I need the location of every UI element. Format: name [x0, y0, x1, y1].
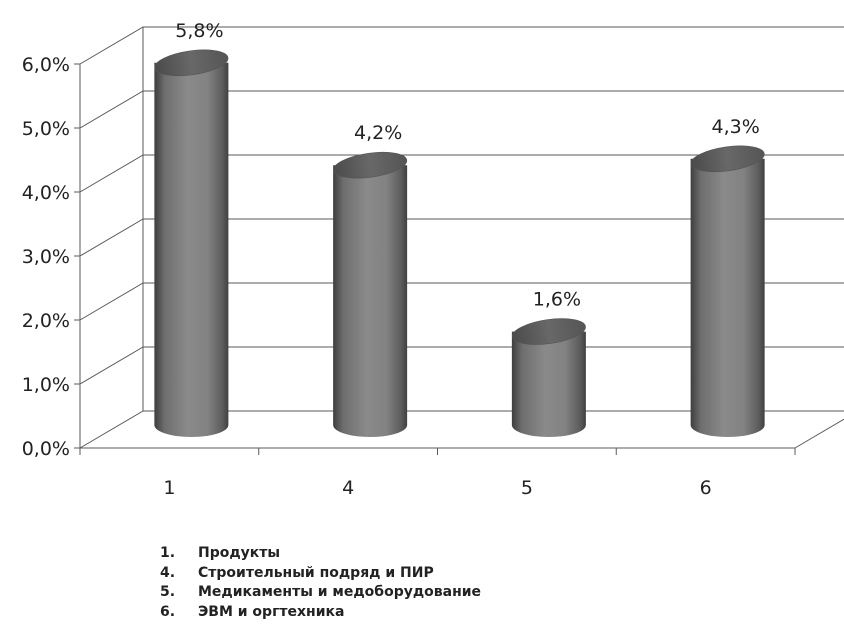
bar	[690, 145, 765, 438]
legend-item-number: 6.	[160, 603, 176, 620]
bar-body	[333, 165, 408, 437]
legend-item-label: Строительный подряд и ПИР	[198, 564, 434, 581]
y-tick-label: 2,0%	[22, 310, 70, 332]
legend-item-number: 5.	[160, 584, 176, 600]
bar	[333, 151, 408, 437]
legend-item-number: 1.	[160, 545, 176, 561]
bar	[511, 318, 586, 437]
bar-top	[154, 49, 229, 77]
data-label: 5,8%	[175, 20, 223, 42]
legend-item: 5. Медикаменты и медоборудование	[160, 583, 481, 603]
legend-item-number: 4.	[160, 564, 176, 581]
data-label: 4,2%	[354, 122, 402, 144]
bar	[154, 49, 229, 438]
legend-item: 6. ЭВМ и оргтехника	[160, 603, 481, 623]
bar-body	[690, 158, 765, 438]
y-tick-label: 6,0%	[22, 54, 70, 76]
bar-top	[690, 145, 765, 173]
bar-top	[511, 318, 586, 345]
x-tick-label: 6	[700, 477, 712, 499]
legend-item: 4. Строительный подряд и ПИР	[160, 564, 481, 584]
x-tick-label: 1	[163, 477, 175, 499]
y-tick-label: 1,0%	[22, 374, 70, 396]
y-tick-label: 3,0%	[22, 246, 70, 268]
bar-top	[333, 151, 408, 179]
data-label: 4,3%	[711, 116, 759, 138]
x-tick-label: 4	[342, 477, 354, 499]
x-tick-label: 5	[521, 477, 533, 499]
y-tick-label: 4,0%	[22, 182, 70, 204]
chart-plot: 0,0% 1,0% 2,0% 3,0% 4,0% 5,0% 6,0% 5,8% 1 4,2% 4 1…	[22, 20, 844, 499]
y-tick-label: 0,0%	[22, 438, 70, 460]
legend-item-label: Медикаменты и медоборудование	[198, 584, 482, 600]
legend-item-label: Продукты	[198, 545, 281, 561]
floor-right-edge	[794, 418, 844, 449]
chart-legend: 1. Продукты 4. Строительный подряд и ПИР 5. М…	[160, 544, 481, 622]
legend-item-label: ЭВМ и оргтехника	[198, 603, 345, 620]
bar-body	[511, 331, 586, 437]
legend-item: 1. Продукты	[160, 544, 481, 564]
y-tick-label: 5,0%	[22, 118, 70, 140]
bar-body	[154, 62, 229, 438]
data-label: 1,6%	[533, 289, 581, 311]
